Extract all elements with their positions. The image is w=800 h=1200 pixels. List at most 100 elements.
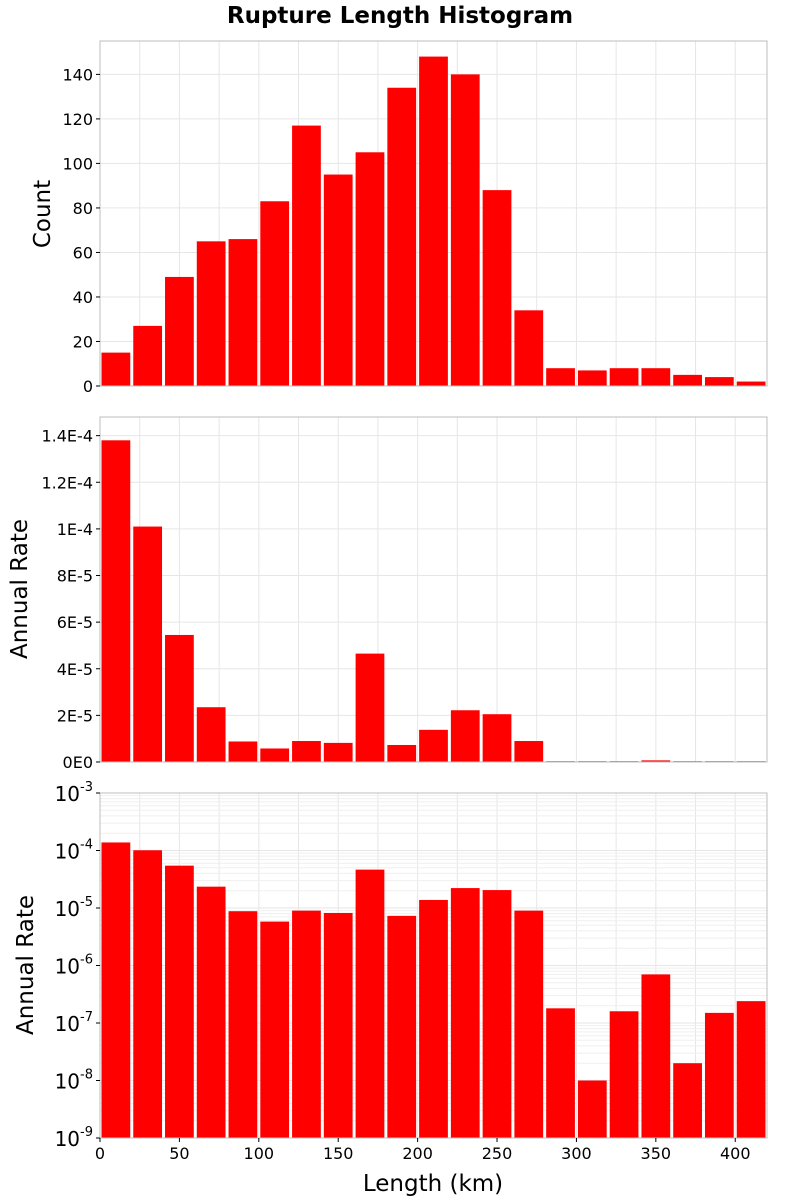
bar <box>482 890 512 1138</box>
bar <box>165 865 194 1138</box>
bar <box>292 125 321 387</box>
bar <box>641 368 671 386</box>
y-tick-label: 1.2E-4 <box>41 473 93 492</box>
bar <box>482 190 512 386</box>
x-tick-label: 400 <box>720 1144 751 1163</box>
bar <box>736 381 766 386</box>
y-tick-label: 10-6 <box>55 953 93 979</box>
bar <box>641 974 671 1138</box>
bar <box>292 741 321 762</box>
bar <box>196 886 226 1138</box>
bar <box>196 707 226 762</box>
y-tick-label: 20 <box>73 332 93 351</box>
y-tick-label: 120 <box>62 110 93 129</box>
x-tick-label: 200 <box>402 1144 433 1163</box>
x-tick-label: 50 <box>169 1144 189 1163</box>
bar <box>196 241 226 386</box>
x-tick-label: 0 <box>95 1144 105 1163</box>
y-tick-label: 8E-5 <box>57 567 93 586</box>
bar <box>323 912 353 1138</box>
x-axis-label: Length (km) <box>363 1171 503 1197</box>
x-tick-label: 250 <box>482 1144 513 1163</box>
bar <box>609 1011 639 1138</box>
y-tick-label: 80 <box>73 199 93 218</box>
count-panel: 0 20 40 60 80 100 120 140 <box>62 40 768 396</box>
x-tick-label: 150 <box>323 1144 354 1163</box>
bar <box>704 1012 734 1138</box>
bar <box>514 310 544 386</box>
y-tick-label: 60 <box>73 243 93 262</box>
y-tick-label: 0E0 <box>63 753 93 772</box>
y-tick-label: 4E-5 <box>57 660 93 679</box>
bar <box>355 869 385 1138</box>
y-tick-label: 10-5 <box>55 895 93 921</box>
bar <box>260 921 290 1138</box>
bar <box>609 368 639 386</box>
y-tick-label: 1.4E-4 <box>41 427 93 446</box>
bar <box>165 634 194 762</box>
x-tick-label: 300 <box>561 1144 592 1163</box>
y-axis-label-annual-rate-linear: Annual Rate <box>7 519 33 659</box>
plot-frame <box>99 416 768 763</box>
bar <box>355 653 385 762</box>
bar <box>482 714 512 762</box>
x-tick-label: 100 <box>244 1144 275 1163</box>
bar <box>673 374 702 386</box>
x-axis: 0 50 100 150 200 250 300 350 400 <box>95 1138 751 1163</box>
chart-title: Rupture Length Histogram <box>227 3 573 29</box>
y-tick-label: 100 <box>62 154 93 173</box>
x-tick-label: 350 <box>641 1144 672 1163</box>
bar <box>419 899 448 1138</box>
bar <box>673 1063 702 1138</box>
bar <box>260 748 290 762</box>
bar <box>228 741 258 762</box>
bar <box>704 377 734 386</box>
y-tick-label: 0 <box>83 377 93 396</box>
bar <box>292 910 321 1138</box>
bar <box>133 526 163 762</box>
y-tick-label: 40 <box>73 288 93 307</box>
bar <box>641 760 671 762</box>
y-tick-label: 1E-4 <box>57 520 93 539</box>
bar <box>450 710 480 762</box>
bar <box>323 174 353 386</box>
bar <box>546 1008 575 1138</box>
bar <box>514 741 544 762</box>
y-tick-label: 10-9 <box>55 1125 93 1151</box>
bar <box>101 440 131 762</box>
plot-frame <box>99 40 768 387</box>
y-axis-label-annual-rate-log: Annual Rate <box>13 895 39 1035</box>
bar <box>450 888 480 1138</box>
bar <box>736 1001 766 1138</box>
bar <box>228 911 258 1138</box>
y-tick-label: 10-3 <box>55 780 93 806</box>
bar <box>355 152 385 386</box>
y-tick-label: 10-8 <box>55 1068 93 1094</box>
bar <box>514 910 544 1138</box>
bar <box>228 239 258 386</box>
bar <box>577 1080 607 1138</box>
bar <box>260 201 290 386</box>
bar <box>577 370 607 386</box>
y-tick-label: 6E-5 <box>57 613 93 632</box>
bar <box>419 729 448 762</box>
y-tick-label: 140 <box>62 65 93 84</box>
bar <box>387 87 417 386</box>
annual-rate-log-panel: 10-9 10-8 10-7 10-6 10-5 10-4 10-3 <box>55 780 768 1151</box>
y-tick-label: 2E-5 <box>57 706 93 725</box>
annual-rate-linear-panel: 0E0 2E-5 4E-5 6E-5 8E-5 1E-4 1.2E-4 1.4E-4 <box>41 416 768 772</box>
bar <box>546 368 575 386</box>
y-axis-label-count: Count <box>30 180 56 248</box>
bar <box>450 74 480 387</box>
bar <box>133 325 163 386</box>
y-tick-label: 10-7 <box>55 1010 93 1036</box>
bar <box>101 842 131 1138</box>
bar <box>101 352 131 386</box>
bar <box>323 742 353 762</box>
bar <box>387 915 417 1138</box>
y-tick-label: 10-4 <box>55 838 93 864</box>
bar <box>419 56 448 386</box>
bar <box>387 744 417 762</box>
bar <box>165 276 194 386</box>
